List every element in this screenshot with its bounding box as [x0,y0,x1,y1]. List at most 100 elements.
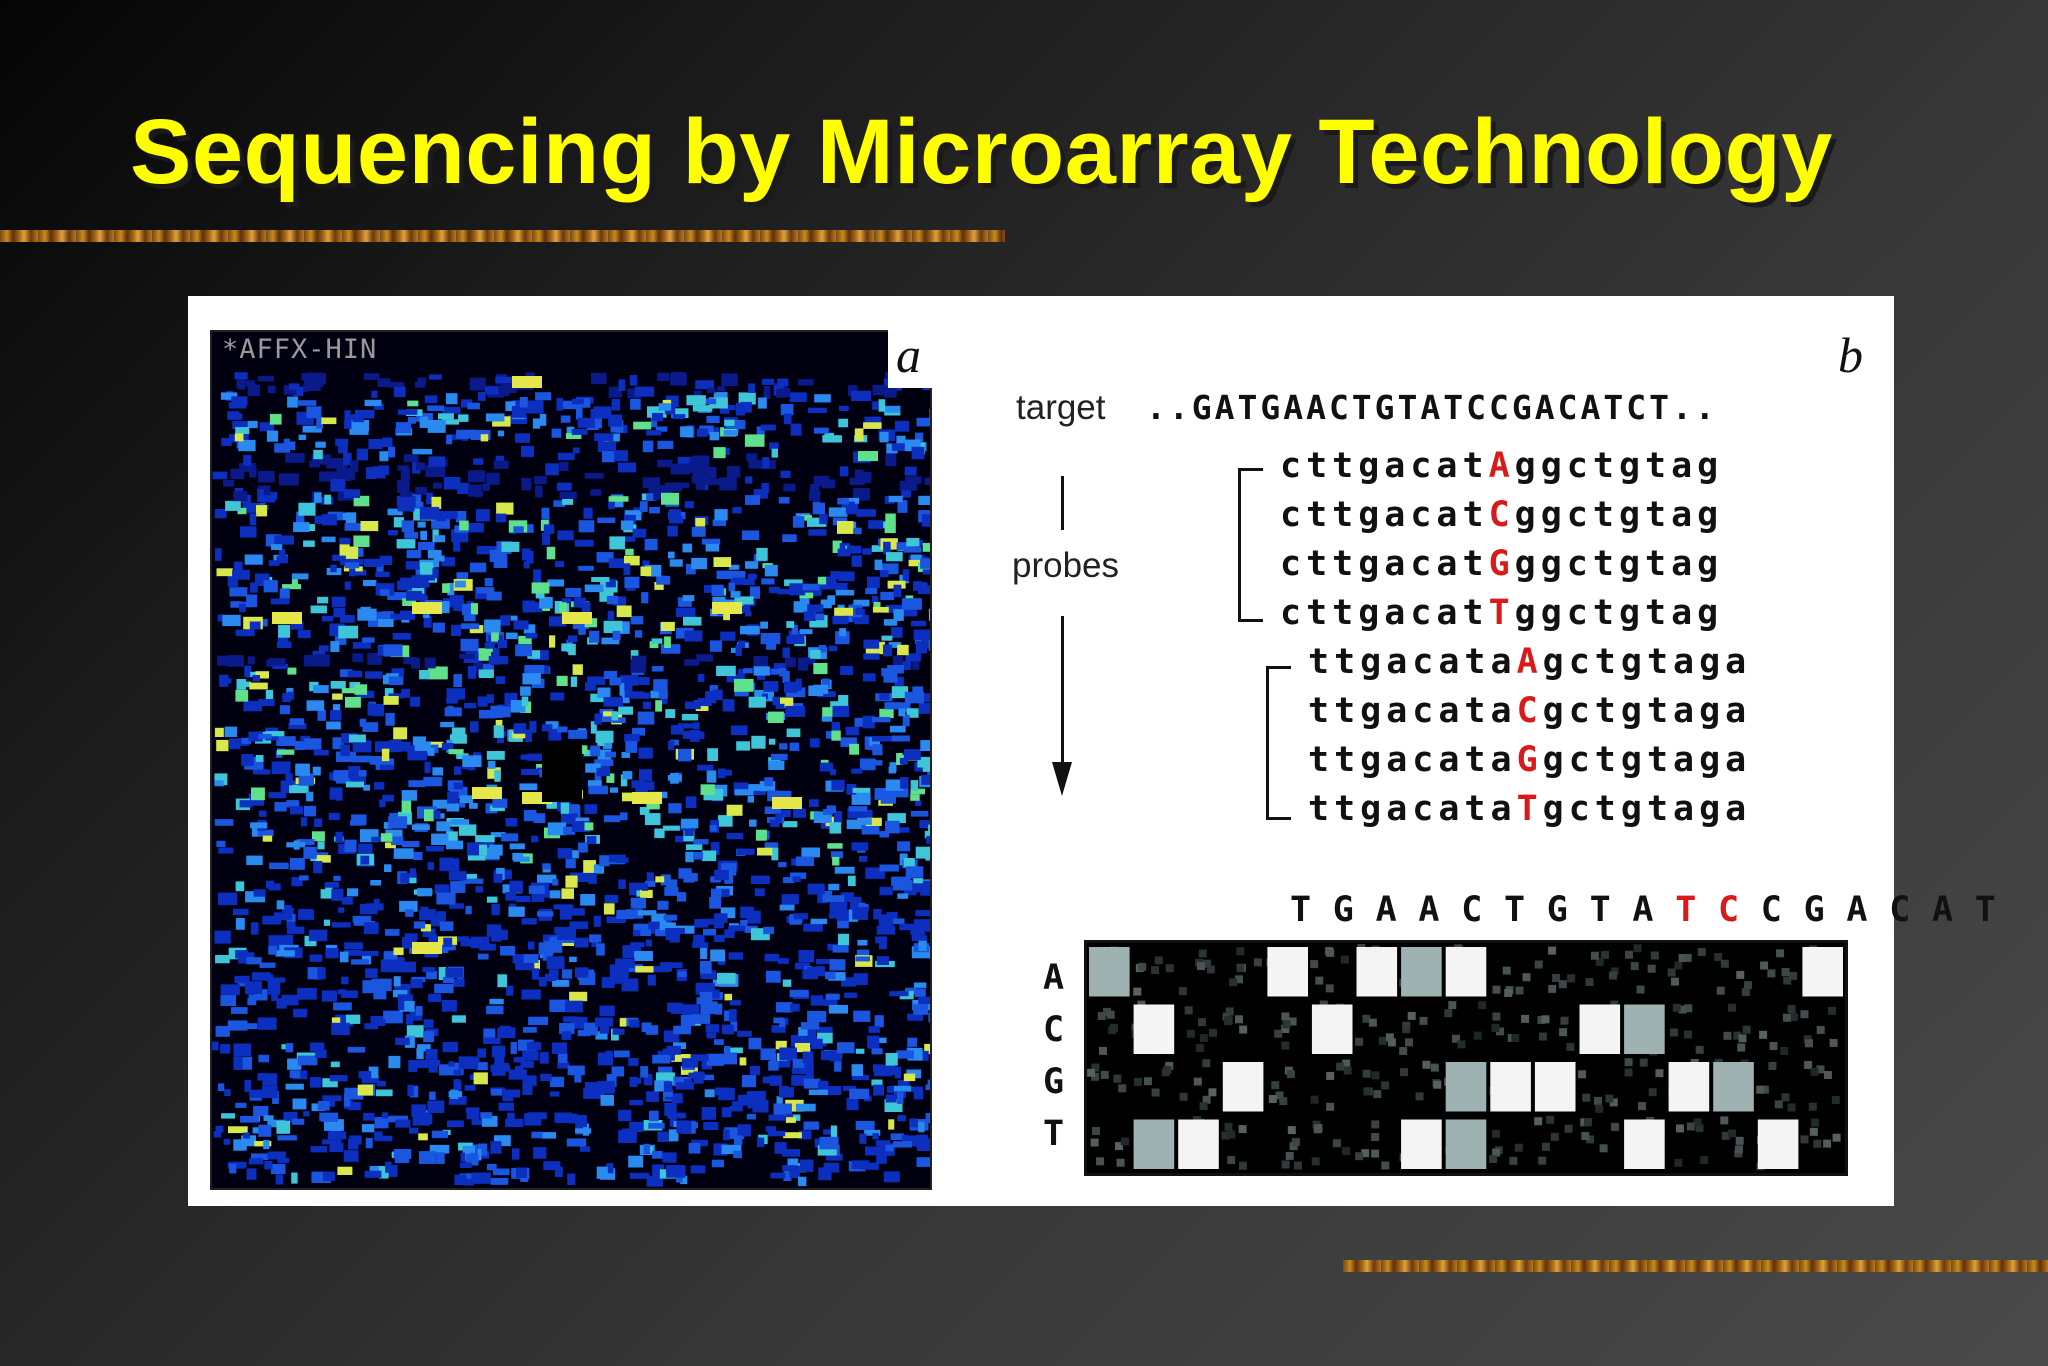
grid-noise [1804,1061,1813,1069]
array-spot [905,476,922,484]
array-spot [814,1138,824,1148]
array-spot [233,1043,251,1057]
array-spot [652,412,664,422]
array-spot [321,514,337,526]
array-spot [375,571,390,578]
hybridization-cell [1089,947,1130,997]
array-spot [785,657,796,668]
array-spot [569,1113,578,1124]
grid-noise [1502,966,1511,975]
array-spot [315,654,330,667]
array-spot [799,1159,814,1172]
array-spot [550,692,565,701]
grid-noise [1326,1102,1335,1111]
array-spot [344,1087,364,1100]
array-spot [339,537,351,544]
array-spot [428,456,446,467]
array-spot [871,1048,883,1055]
array-spot [769,442,779,450]
array-spot [624,734,640,742]
grid-noise [1736,970,1745,979]
array-spot [257,1073,268,1081]
array-spot [330,710,342,721]
array-spot [844,992,858,999]
array-spot [676,1173,683,1183]
array-spot [409,868,416,876]
array-spot [660,621,675,631]
array-spot [322,1139,341,1145]
array-spot [910,794,920,801]
array-spot [427,1100,445,1113]
grid-noise [1800,1135,1809,1144]
array-spot [442,406,461,414]
array-spot [736,848,755,855]
array-spot [462,1145,475,1153]
array-spot [763,681,779,692]
array-spot [355,409,375,419]
array-spot [902,714,910,727]
array-spot [617,462,637,473]
array-spot [370,880,382,886]
array-spot [433,482,443,489]
array-spot [222,678,232,684]
array-spot [499,615,511,626]
array-spot [401,520,414,533]
array-spot [821,715,833,722]
array-spot [569,872,590,882]
grid-noise [1400,1068,1408,1077]
array-spot [285,441,296,450]
array-spot [829,959,846,971]
grid-noise [1515,986,1524,995]
array-spot [565,875,578,888]
array-spot [820,1050,836,1061]
array-spot [798,1062,814,1075]
array-spot [761,483,769,494]
array-spot [750,875,770,884]
array-spot [916,417,930,427]
panel-a-label: a [896,327,921,383]
array-spot [733,1135,743,1145]
read-base-letter: T [1589,890,1611,930]
array-spot [768,586,781,594]
array-spot [542,863,551,870]
array-spot [507,1112,515,1124]
array-spot [345,696,361,708]
array-spot [528,941,535,950]
grid-noise [1473,1031,1482,1040]
array-spot [442,1041,458,1053]
array-spot [450,881,466,894]
array-spot [673,1025,691,1035]
array-spot [365,671,383,679]
array-spot [423,615,432,628]
array-spot [525,632,538,639]
grid-noise [1738,1034,1747,1043]
array-spot [385,712,395,726]
grid-noise [1362,1069,1371,1078]
array-spot [596,943,605,956]
array-spot [407,750,427,761]
array-spot [436,911,446,922]
array-spot [602,742,613,749]
array-spot [675,607,696,618]
grid-noise [1195,1043,1204,1052]
grid-noise [1759,1030,1768,1039]
array-spot [229,587,248,597]
array-spot [693,390,702,396]
array-spot [542,532,551,546]
array-spot [388,816,408,829]
array-spot [783,413,792,425]
array-spot [695,482,705,490]
array-spot [738,392,756,405]
array-spot [441,1000,457,1012]
array-spot [547,822,566,836]
array-spot [344,523,364,531]
array-spot [287,396,298,408]
array-spot [633,930,641,937]
array-spot [317,1101,330,1111]
array-spot [848,806,868,812]
array-spot [628,1058,639,1066]
array-spot [337,1166,353,1175]
array-spot [276,900,285,910]
array-spot [794,962,810,970]
array-spot [460,638,479,652]
